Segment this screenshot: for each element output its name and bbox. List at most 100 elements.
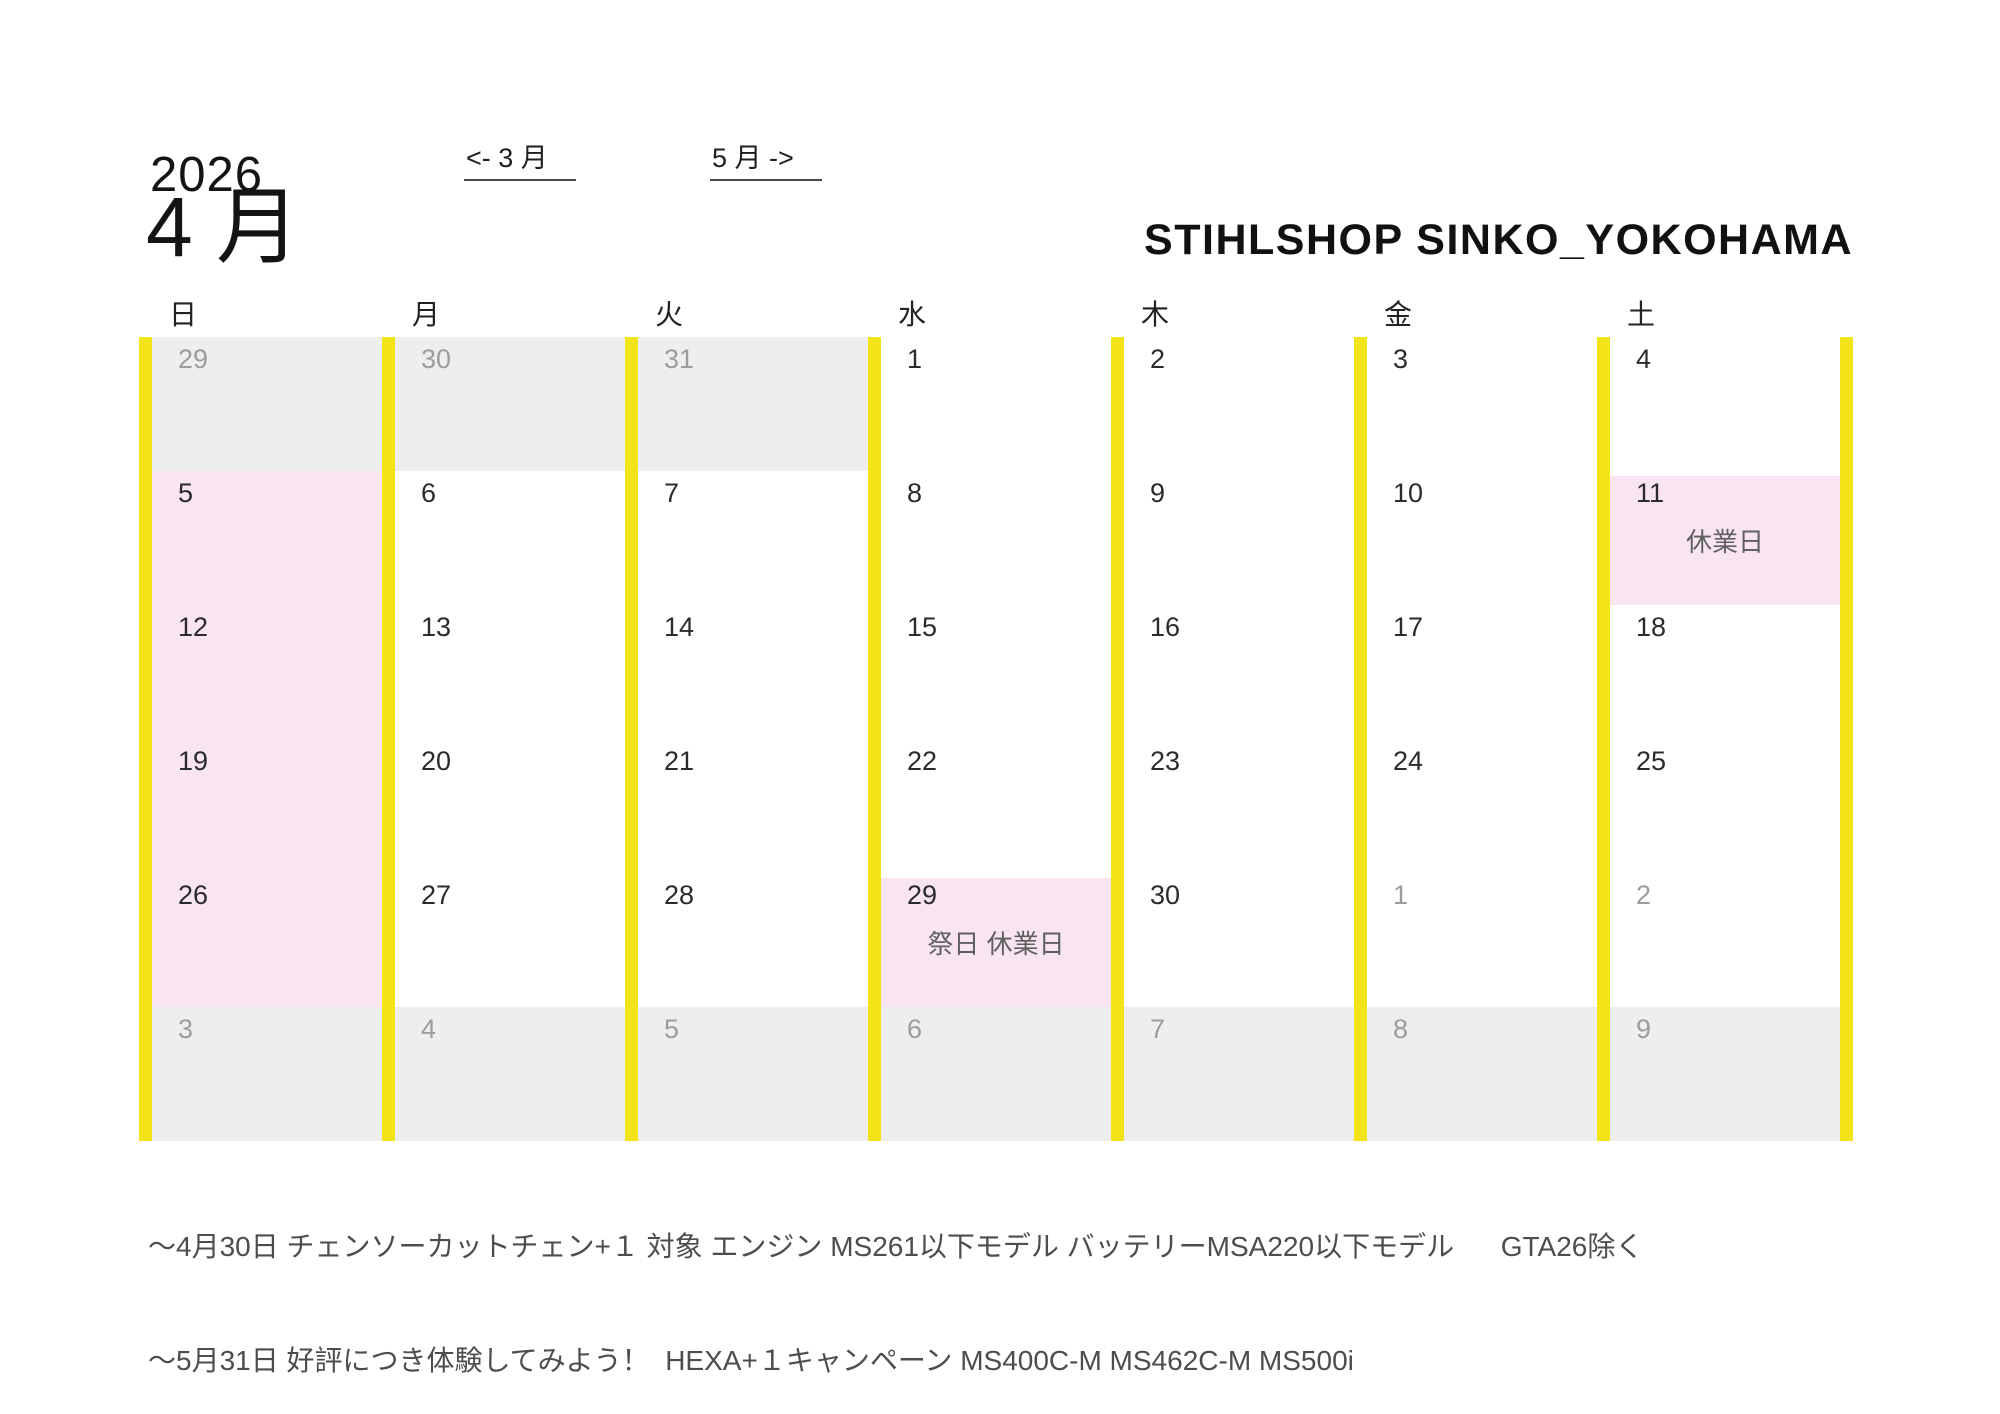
weekday-label-tue: 火	[655, 299, 684, 330]
calendar-cell: 16	[1111, 605, 1354, 739]
weekday-label-sun: 日	[169, 299, 198, 330]
calendar-cell: 15	[868, 605, 1111, 739]
date-number: 5	[664, 1014, 680, 1044]
calendar-cell: 22	[868, 739, 1111, 873]
column-divider-bar	[382, 337, 395, 1141]
closed-day-highlight	[152, 471, 382, 605]
out-of-month-shade	[638, 1007, 868, 1141]
column-divider-bar	[1597, 337, 1610, 1141]
date-number: 4	[1636, 344, 1652, 374]
weekday-label-wed: 水	[898, 299, 927, 330]
column-divider-bar	[1354, 337, 1367, 1141]
calendar-cell: 28	[625, 873, 868, 1007]
date-number: 16	[1150, 612, 1181, 642]
out-of-month-shade	[152, 1007, 382, 1141]
out-of-month-shade	[395, 337, 625, 471]
calendar-cell: 3	[139, 1007, 382, 1141]
date-number: 31	[664, 344, 695, 374]
calendar-cell: 13	[382, 605, 625, 739]
date-number: 8	[1393, 1014, 1409, 1044]
calendar-cell: 5	[625, 1007, 868, 1141]
calendar-cell: 7	[625, 471, 868, 605]
date-number: 11	[1636, 478, 1665, 508]
date-number: 6	[907, 1014, 923, 1044]
date-number: 30	[421, 344, 452, 374]
column-divider-bar	[139, 337, 152, 1141]
date-number: 19	[178, 746, 209, 776]
calendar-cell: 9	[1111, 471, 1354, 605]
calendar-cell: 12	[139, 605, 382, 739]
calendar-cell: 21	[625, 739, 868, 873]
date-number: 2	[1150, 344, 1166, 374]
prev-month-link[interactable]: <- 3 月	[464, 142, 576, 182]
calendar-cell: 19	[139, 739, 382, 873]
holiday-label: 休業日	[1685, 527, 1764, 557]
calendar-cell: 2	[1597, 873, 1840, 1007]
calendar-cell: 8	[1354, 1007, 1597, 1141]
calendar-cell: 24	[1354, 739, 1597, 873]
column-divider-bar	[1111, 337, 1124, 1141]
closed-day-highlight	[1610, 476, 1840, 605]
calendar-cell: 30	[382, 337, 625, 471]
date-number: 18	[1636, 612, 1667, 642]
calendar-cell: 9	[1597, 1007, 1840, 1141]
weekday-label-mon: 月	[412, 299, 441, 330]
calendar-cell: 31	[625, 337, 868, 471]
date-number: 1	[1393, 880, 1409, 910]
calendar-cell: 17	[1354, 605, 1597, 739]
out-of-month-shade	[1124, 1007, 1354, 1141]
date-number: 22	[907, 746, 938, 776]
weekday-label-thu: 木	[1141, 299, 1170, 330]
calendar-cell: 18	[1597, 605, 1840, 739]
date-number: 12	[178, 612, 209, 642]
calendar-cell: 1	[1354, 873, 1597, 1007]
calendar-cell: 14	[625, 605, 868, 739]
date-number: 26	[178, 880, 209, 910]
date-number: 15	[907, 612, 938, 642]
calendar-grid: 29 30 31 1 2 3 4 5 6 7 8 9 10 11 休業日 12 13 14 15 16 17 18 19 20…	[139, 337, 1853, 1141]
date-number: 27	[421, 880, 452, 910]
calendar-cell: 7	[1111, 1007, 1354, 1141]
date-number: 2	[1636, 880, 1652, 910]
calendar-cell: 26	[139, 873, 382, 1007]
date-number: 1	[907, 344, 923, 374]
date-number: 20	[421, 746, 452, 776]
holiday-label: 祭日 休業日	[927, 929, 1065, 959]
out-of-month-shade	[395, 1007, 625, 1141]
out-of-month-shade	[1367, 1007, 1597, 1141]
date-number: 7	[1150, 1014, 1166, 1044]
date-number: 25	[1636, 746, 1667, 776]
out-of-month-shade	[1610, 1007, 1840, 1141]
calendar-cell: 6	[868, 1007, 1111, 1141]
closed-day-highlight	[152, 739, 382, 873]
date-number: 23	[1150, 746, 1181, 776]
calendar-cell: 4	[1597, 337, 1840, 471]
date-number: 14	[664, 612, 695, 642]
year-label: 2026	[150, 148, 264, 202]
date-number: 29	[178, 344, 209, 374]
date-number: 29	[907, 880, 938, 910]
calendar-cell: 11 休業日	[1597, 471, 1840, 605]
calendar-cell: 2	[1111, 337, 1354, 471]
date-number: 13	[421, 612, 452, 642]
month-title: 4 月	[146, 180, 301, 274]
weekday-label-fri: 金	[1384, 299, 1413, 330]
weekday-label-sat: 土	[1627, 299, 1656, 330]
date-number: 28	[664, 880, 695, 910]
calendar-cell: 27	[382, 873, 625, 1007]
calendar-cell: 10	[1354, 471, 1597, 605]
date-number: 30	[1150, 880, 1181, 910]
date-number: 4	[421, 1014, 437, 1044]
calendar-cell: 4	[382, 1007, 625, 1141]
next-month-link[interactable]: 5 月 ->	[710, 142, 822, 182]
date-number: 24	[1393, 746, 1424, 776]
note-line: 〜4月30日 チェンソーカットチェン+１ 対象 エンジン MS261以下モデル …	[148, 1231, 1644, 1262]
calendar-cell: 3	[1354, 337, 1597, 471]
weekday-header: 日 月 火 水 木 金 土	[139, 293, 1853, 333]
date-number: 3	[178, 1014, 194, 1044]
date-number: 7	[664, 478, 680, 508]
note-line: 〜5月31日 好評につき体験してみよう！ HEXA+１キャンペーン MS400C…	[148, 1345, 1354, 1376]
calendar-cell: 6	[382, 471, 625, 605]
date-number: 17	[1393, 612, 1424, 642]
